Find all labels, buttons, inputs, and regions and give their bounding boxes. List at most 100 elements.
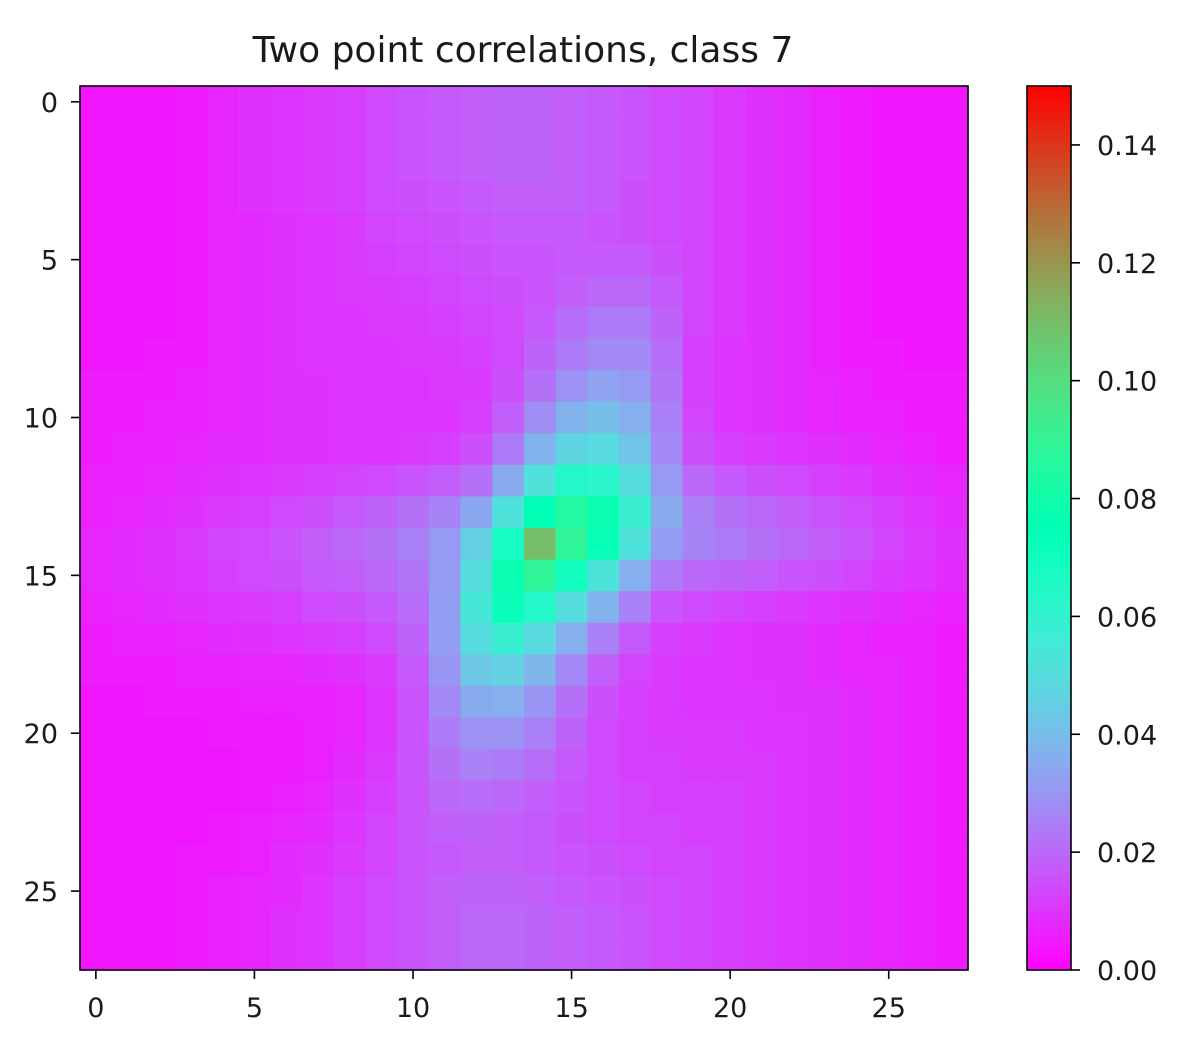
heatmap-cell	[111, 685, 145, 719]
heatmap-cell	[809, 906, 842, 940]
heatmap-cell	[524, 906, 557, 940]
heatmap-cell	[460, 875, 493, 908]
heatmap-cell	[238, 496, 271, 529]
heatmap-cell	[904, 559, 937, 592]
heatmap-cell	[682, 591, 715, 624]
heatmap-cell	[365, 875, 398, 908]
heatmap-cell	[587, 780, 620, 813]
heatmap-cell	[682, 938, 715, 971]
heatmap-cell	[872, 938, 906, 971]
heatmap-cell	[111, 559, 145, 592]
heatmap-cell	[714, 275, 747, 308]
heatmap-cell	[841, 149, 874, 182]
heatmap-cell	[936, 338, 969, 371]
heatmap-cell	[904, 812, 937, 845]
heatmap-cell	[302, 496, 335, 529]
colorbar-frame	[1026, 85, 1072, 971]
heatmap-cell	[365, 212, 398, 245]
heatmap-cell	[872, 86, 906, 119]
heatmap-cell	[302, 528, 335, 561]
heatmap-cell	[746, 906, 779, 940]
heatmap-cell	[365, 433, 398, 466]
heatmap-cell	[682, 717, 715, 750]
heatmap-cell	[460, 685, 493, 719]
y-tick-label: 15	[24, 561, 58, 592]
heatmap-cell	[524, 370, 557, 403]
heatmap-cell	[619, 812, 652, 845]
heatmap-cell	[936, 401, 969, 434]
heatmap-cell	[841, 180, 874, 213]
heatmap-cell	[777, 243, 811, 277]
heatmap-cell	[936, 117, 969, 150]
heatmap-cell	[460, 780, 493, 813]
heatmap-cell	[936, 370, 969, 403]
heatmap-cell	[333, 86, 367, 119]
heatmap-cell	[619, 622, 652, 655]
heatmap-cell	[460, 464, 493, 498]
heatmap-cell	[872, 243, 906, 277]
heatmap-cell	[936, 622, 969, 655]
heatmap-cell	[587, 591, 620, 624]
colorbar-tick-label: 0.00	[1097, 956, 1157, 987]
heatmap-cell	[175, 338, 208, 371]
heatmap-cell	[777, 275, 811, 308]
heatmap-cell	[143, 528, 176, 561]
heatmap-cell	[904, 433, 937, 466]
heatmap-cell	[175, 307, 208, 340]
heatmap-cell	[777, 654, 811, 687]
heatmap-cell	[841, 243, 874, 277]
heatmap-cell	[841, 401, 874, 434]
heatmap-cell	[619, 464, 652, 498]
heatmap-cell	[206, 528, 240, 561]
heatmap-cell	[841, 117, 874, 150]
heatmap-cell	[365, 370, 398, 403]
heatmap-cell	[682, 275, 715, 308]
heatmap-cell	[714, 654, 747, 687]
heatmap-cell	[206, 212, 240, 245]
heatmap-cell	[904, 654, 937, 687]
heatmap-cell	[555, 212, 589, 245]
heatmap-cell	[809, 938, 842, 971]
heatmap-cell	[302, 717, 335, 750]
heatmap-cell	[904, 938, 937, 971]
heatmap-cell	[143, 780, 176, 813]
heatmap-cell	[777, 812, 811, 845]
heatmap-cell	[714, 401, 747, 434]
heatmap-cell	[619, 149, 652, 182]
x-tick-label: 20	[713, 993, 747, 1024]
heatmap-cell	[650, 243, 684, 277]
heatmap-cell	[238, 433, 271, 466]
heatmap-cell	[302, 86, 335, 119]
heatmap-cell	[650, 370, 684, 403]
heatmap-cell	[524, 464, 557, 498]
heatmap-cell	[524, 212, 557, 245]
heatmap-cell	[492, 843, 525, 876]
heatmap-cell	[111, 749, 145, 782]
heatmap-cell	[492, 401, 525, 434]
heatmap-cell	[397, 780, 430, 813]
heatmap-cell	[80, 464, 113, 498]
heatmap-cell	[397, 433, 430, 466]
heatmap-cell	[714, 843, 747, 876]
heatmap-cell	[175, 117, 208, 150]
heatmap-cell	[206, 464, 240, 498]
heatmap-cell	[238, 749, 271, 782]
heatmap-cell	[746, 401, 779, 434]
heatmap-cell	[460, 149, 493, 182]
heatmap-cell	[650, 528, 684, 561]
heatmap-cell	[650, 307, 684, 340]
heatmap-cell	[746, 654, 779, 687]
heatmap-cell	[777, 685, 811, 719]
heatmap-cell	[397, 86, 430, 119]
heatmap-cell	[365, 307, 398, 340]
heatmap-cell	[555, 812, 589, 845]
y-axis: 0 5 10 15 20 25	[24, 88, 80, 908]
heatmap-cell	[872, 212, 906, 245]
heatmap-cell	[809, 717, 842, 750]
heatmap-cell	[111, 464, 145, 498]
heatmap-cell	[365, 906, 398, 940]
heatmap-cell	[746, 149, 779, 182]
heatmap-cell	[682, 749, 715, 782]
heatmap-cell	[809, 591, 842, 624]
